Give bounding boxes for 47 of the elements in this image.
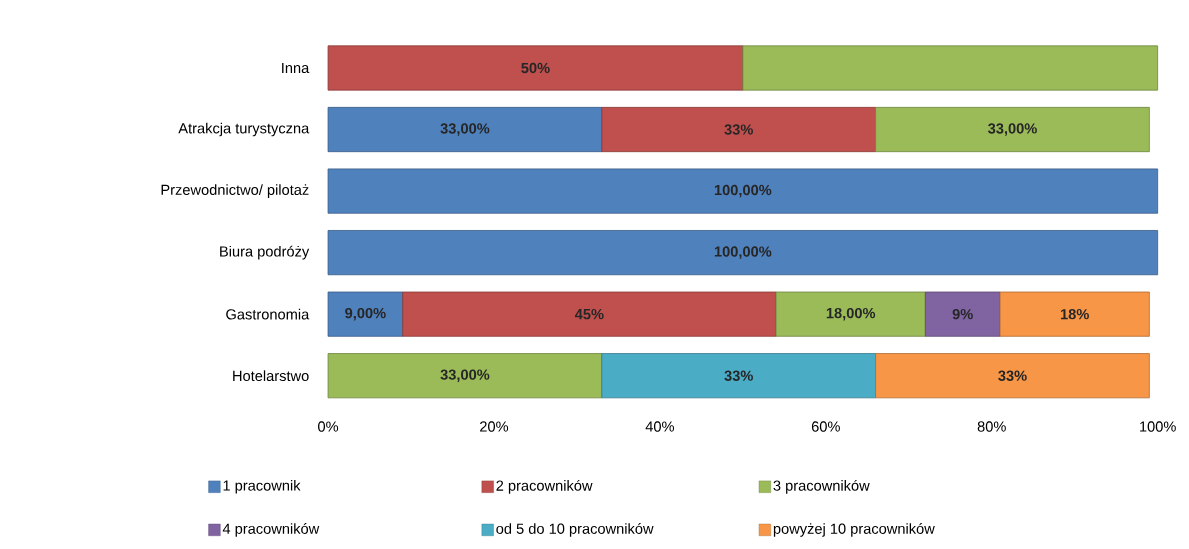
data-label: 33%: [724, 370, 753, 381]
bar: [924, 291, 1001, 337]
legend-label: 1 pracownik: [223, 479, 301, 494]
legend-label: 3 pracowników: [773, 479, 870, 494]
data-label: 100,00%: [714, 246, 772, 259]
x-tick-label: 100%: [1140, 421, 1176, 432]
y-tick-label: Inna: [282, 62, 310, 73]
x-tick-label: 80%: [977, 421, 1006, 432]
bar: [402, 291, 777, 337]
data-label: 9%: [952, 308, 973, 320]
y-tick-label: Gastronomia: [226, 308, 310, 320]
legend-label: powyżej 10 pracowników: [773, 522, 935, 537]
legend-label: od 5 do 10 pracowników: [496, 522, 654, 537]
data-label: 9,00%: [345, 307, 386, 321]
bar: [999, 291, 1150, 337]
x-tick-label: 60%: [811, 421, 840, 432]
bar: [875, 106, 1150, 152]
data-label: 45%: [574, 308, 604, 320]
data-label: 18,00%: [826, 307, 876, 321]
bar: [327, 229, 1159, 275]
x-tick-label: 0%: [318, 421, 339, 432]
y-tick-label: Atrakcja turystyczna: [178, 122, 310, 137]
y-tick-label: Biura podróży: [220, 245, 310, 260]
data-label: 18%: [1060, 308, 1089, 320]
bar: [601, 352, 876, 399]
data-label: 33%: [998, 370, 1027, 381]
y-tick-label: Hotelarstwo: [233, 370, 309, 381]
data-label: 33,00%: [988, 123, 1037, 136]
data-label: 33,00%: [440, 123, 490, 136]
bar: [327, 168, 1159, 214]
bar: [601, 106, 876, 152]
data-label: 33,00%: [440, 369, 490, 382]
bar: [327, 106, 603, 152]
x-tick-label: 40%: [645, 421, 675, 432]
x-tick-label: 20%: [480, 421, 509, 432]
bar: [327, 291, 404, 337]
bar: [775, 291, 926, 337]
data-label: 100,00%: [714, 184, 772, 198]
bar: [327, 352, 603, 399]
legend-label: 2 pracowników: [496, 479, 593, 494]
legend-label: 4 pracowników: [222, 522, 320, 537]
y-tick-label: Przewodnictwo/ pilotaż: [161, 184, 309, 198]
bar: [875, 352, 1150, 399]
bar: [327, 45, 744, 91]
bar: [742, 45, 1159, 91]
data-label: 33%: [724, 124, 753, 135]
data-label: 50%: [521, 62, 550, 73]
